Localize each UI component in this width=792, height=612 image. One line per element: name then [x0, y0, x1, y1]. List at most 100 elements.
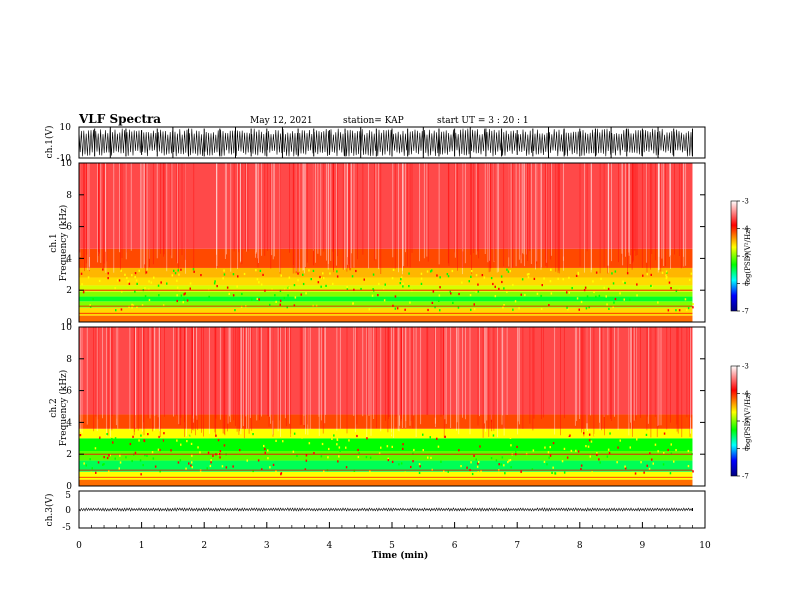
ch1-spec-speckle-177 [259, 269, 262, 272]
ch1-spec-speckle-219 [650, 273, 652, 276]
ch1-spec-speckle-81 [332, 282, 334, 285]
ch1-spec-ytick-label-0: 0 [66, 318, 72, 328]
ch1-spec-speckle-2 [426, 270, 429, 273]
ch2-spec-speckle-59 [673, 460, 675, 463]
ch2-spec-speckle-303 [313, 452, 315, 455]
ch1-spec-speckle-212 [475, 290, 477, 293]
ch1-spec-speckle-263 [234, 309, 236, 312]
ch2-spec-speckle-229 [501, 456, 504, 459]
ch1-spec-speckle-305 [500, 275, 503, 278]
ch2-spec-speckle-263 [663, 452, 665, 455]
ch2-spec-speckle-296 [616, 461, 618, 464]
ch1-spec-speckle-265 [483, 276, 486, 279]
ch2-spec-speckle-90 [212, 454, 214, 457]
ch1-spec-speckle-97 [120, 269, 122, 272]
ch1-spec-speckle-87 [114, 287, 116, 290]
ch2-spec-speckle-208 [577, 450, 580, 453]
ch1-channel-name: ch.1 [49, 233, 59, 252]
ch2-spec-speckle-2 [593, 433, 596, 437]
ch1-spec-speckle-317 [434, 306, 436, 309]
ch2-spec-speckle-206 [476, 465, 479, 468]
ch1-spec-speckle-48 [297, 279, 299, 282]
ch1-spec-speckle-293 [336, 270, 338, 273]
ch2-spec-speckle-24 [219, 456, 221, 459]
ch1-spec-speckle-24 [372, 288, 374, 291]
ch2-colorbar-tick-label-0: -3 [742, 363, 749, 371]
ch2-spec-speckle-123 [119, 454, 121, 457]
ch1-spec-speckle-160 [383, 299, 386, 302]
ch1-spec-speckle-14 [243, 272, 246, 276]
ch2-spec-speckle-88 [251, 471, 254, 474]
ch2-spec-speckle-271 [161, 440, 163, 443]
ch2-spec-ytick-label-1: 2 [66, 450, 72, 460]
time-tick-label-2: 2 [201, 541, 207, 551]
ch1-spec-speckle-227 [346, 288, 349, 291]
ch1-spec-speckle-208 [477, 283, 479, 286]
ch2-spec-speckle-268 [654, 443, 657, 446]
ch1-spec-speckle-82 [651, 285, 653, 288]
ch2-spec-speckle-106 [99, 436, 101, 439]
ch2-spec-speckle-6 [180, 432, 182, 436]
ch1-spec-speckle-232 [360, 287, 362, 291]
ch2-spec-speckle-253 [282, 440, 284, 443]
ch1-spec-speckle-238 [134, 290, 136, 293]
ch1-spec-speckle-106 [692, 306, 694, 309]
ch1-spec-speckle-70 [557, 277, 559, 280]
time-tick-label-9: 9 [640, 541, 646, 551]
ch2-spec-band-5 [79, 428, 693, 439]
ch2-spec-speckle-312 [569, 434, 571, 437]
ch2-spec-speckle-183 [91, 467, 93, 470]
ch2-spec-speckle-287 [617, 446, 619, 449]
ch2-spec-speckle-48 [640, 461, 642, 464]
ch2-spec-speckle-31 [125, 456, 127, 459]
ch1-spec-speckle-236 [506, 290, 508, 293]
ch2-spec-speckle-55 [652, 462, 654, 465]
ch2-spec-speckle-75 [549, 446, 551, 449]
ch2-spec-speckle-149 [663, 432, 666, 435]
ch2-spec-speckle-219 [389, 432, 391, 435]
ch1-spec-speckle-254 [646, 273, 649, 276]
ch2-spec-speckle-205 [188, 462, 190, 465]
ch1-spec-speckle-207 [134, 276, 136, 279]
ch2-spec-speckle-69 [443, 470, 445, 473]
ch1-spec-speckle-115 [408, 272, 410, 275]
ch2-spec-speckle-259 [182, 473, 184, 476]
ch1-spec-speckle-73 [468, 280, 470, 283]
ch2-spec-speckle-68 [563, 447, 566, 450]
ch1-spec-speckle-1 [432, 290, 435, 293]
ch1-spec-speckle-278 [107, 277, 109, 280]
ch1-spec-speckle-241 [126, 276, 128, 280]
time-tick-label-1: 1 [139, 541, 145, 551]
ch2-spec-speckle-51 [206, 467, 208, 470]
ch1-spec-speckle-273 [498, 287, 500, 290]
ch2-spec-speckle-139 [523, 473, 525, 476]
ch2-spec-speckle-163 [304, 468, 307, 471]
ch1-spec-speckle-206 [593, 290, 595, 294]
ch1-spec-speckle-310 [300, 293, 302, 296]
ch2-spec-speckle-87 [159, 470, 161, 473]
ch2-spec-speckle-16 [624, 467, 627, 470]
ch1-spec-speckle-60 [232, 273, 235, 276]
ch1-spec-speckle-239 [258, 281, 260, 284]
ch1-spec-speckle-3 [580, 300, 583, 304]
ch2-spec-speckle-32 [357, 455, 360, 459]
ch1-spec-speckle-133 [138, 269, 140, 272]
ch2-spec-speckle-258 [328, 447, 330, 451]
ch2-spec-speckle-84 [480, 469, 482, 473]
ch2-spec-speckle-300 [252, 469, 254, 473]
ch1-spec-speckle-192 [255, 269, 257, 272]
ch1-spec-speckle-223 [623, 298, 625, 301]
ch2-spec-speckle-282 [504, 444, 507, 447]
ch1-spec-speckle-144 [439, 286, 441, 289]
ch1-spec-speckle-290 [184, 292, 186, 295]
ch1-spec-speckle-84 [176, 286, 179, 289]
ch1-spec-speckle-214 [670, 287, 672, 290]
ch2-spec-speckle-110 [692, 470, 694, 473]
ch2-spec-speckle-286 [146, 454, 148, 457]
ch1-spec-ytick-label-1: 2 [66, 286, 72, 296]
ch1-spec-speckle-26 [128, 282, 131, 285]
ch2-frequency-name: Frequency (kHz) [58, 370, 69, 447]
ch1-spec-speckle-185 [368, 308, 371, 311]
ch2-spec-band-4 [79, 438, 693, 452]
ch2-spec-speckle-251 [223, 444, 226, 447]
